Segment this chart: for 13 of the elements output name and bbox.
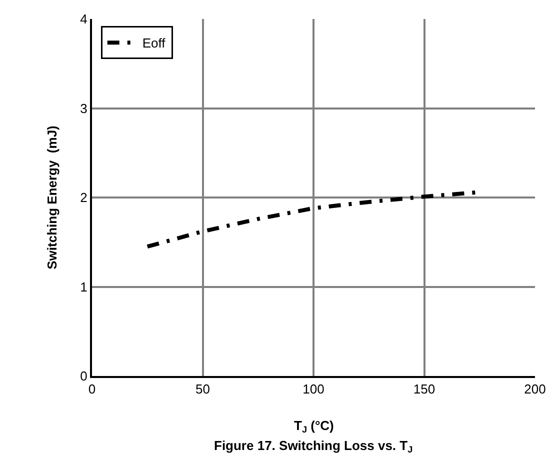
x-tick-label: 200 <box>524 382 546 397</box>
x-axis-title: T$_{J}$ (°C) <box>294 418 334 435</box>
x-tick-label: 100 <box>302 382 324 397</box>
x-tick-label: 150 <box>413 382 436 397</box>
y-tick-label: 0 <box>80 368 88 384</box>
caption: Figure 17. Switching Loss vs. T$_{J}$ <box>214 438 413 455</box>
x-tick-label: 50 <box>196 382 210 397</box>
y-tick-label: 1 <box>80 279 88 294</box>
y-tick-label: 3 <box>80 100 88 116</box>
y-tick-label: 4 <box>80 12 88 27</box>
y-tick-label: 2 <box>80 190 88 206</box>
legend-label: Eoff <box>142 36 166 51</box>
y-axis-title: Switching Energy (mJ) <box>44 126 60 270</box>
